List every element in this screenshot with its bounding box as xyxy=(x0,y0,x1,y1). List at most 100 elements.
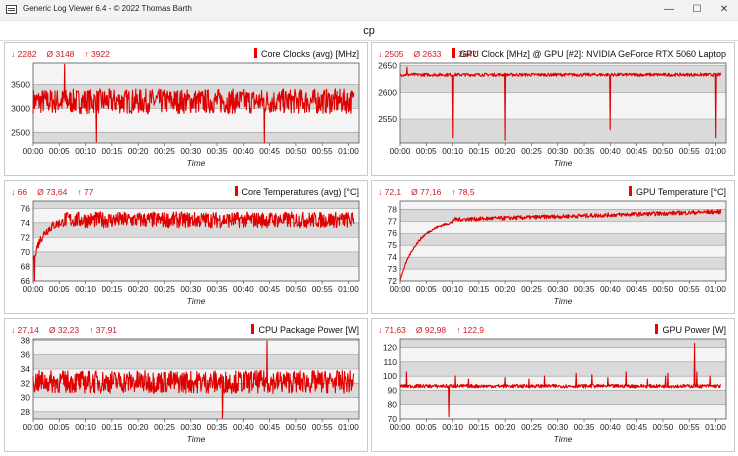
x-tick-label: 00:45 xyxy=(626,146,647,156)
plot-band xyxy=(33,411,359,419)
x-tick-label: 00:50 xyxy=(653,284,674,294)
x-tick-label: 00:30 xyxy=(180,284,201,294)
x-tick-label: 00:05 xyxy=(416,146,437,156)
chart-title-text: Core Temperatures (avg) [°C] xyxy=(241,187,359,197)
legend-swatch xyxy=(452,48,456,58)
x-tick-label: 00:40 xyxy=(600,422,621,432)
window-titlebar: Generic Log Viewer 6.4 - © 2022 Thomas B… xyxy=(0,0,738,21)
x-tick-label: 00:30 xyxy=(180,146,201,156)
chart-panel: ↓ 2282 Ø 3148 ↑ 3922 Core Clocks (avg) [MHz… xyxy=(4,42,368,176)
plot-frame xyxy=(32,200,360,282)
plot-band xyxy=(400,119,726,143)
y-tick-label: 2650 xyxy=(378,61,397,71)
y-tick-label: 76 xyxy=(388,228,398,238)
legend-swatch xyxy=(251,324,255,334)
stat-min: ↓ 2505 xyxy=(378,49,404,59)
y-tick-label: 66 xyxy=(21,276,31,286)
x-tick-label: 00:25 xyxy=(154,284,175,294)
plot-band xyxy=(400,221,726,234)
chart-title: Core Temperatures (avg) [°C] xyxy=(234,186,359,197)
x-axis-label: Time xyxy=(554,158,573,168)
plot-band xyxy=(33,340,359,355)
x-tick-label: 00:35 xyxy=(574,284,595,294)
plot-band xyxy=(33,397,359,412)
x-tick-label: 01:00 xyxy=(705,422,726,432)
window-title: Generic Log Viewer 6.4 - © 2022 Thomas B… xyxy=(23,4,192,13)
x-tick-label: 00:00 xyxy=(23,422,44,432)
x-tick-label: 00:05 xyxy=(416,422,437,432)
x-tick-label: 00:00 xyxy=(23,146,44,156)
plot-band xyxy=(33,201,359,209)
plot-band xyxy=(400,63,726,66)
plot-frame xyxy=(399,200,727,282)
close-button[interactable]: ✕ xyxy=(719,4,729,15)
x-tick-label: 00:40 xyxy=(600,146,621,156)
x-axis-label: Time xyxy=(187,434,206,444)
chart-title-text: CPU Package Power [W] xyxy=(258,325,359,335)
x-tick-label: 00:10 xyxy=(442,422,463,432)
stat-avg: Ø 92,98 xyxy=(415,325,447,335)
page-title: cp xyxy=(363,25,375,37)
plot-band xyxy=(400,390,726,405)
x-tick-label: 00:15 xyxy=(101,146,122,156)
chart-stats: ↓ 2282 Ø 3148 ↑ 3922 xyxy=(11,49,120,59)
x-tick-label: 00:00 xyxy=(390,422,411,432)
y-tick-label: 3500 xyxy=(11,80,30,90)
y-tick-label: 80 xyxy=(388,400,398,410)
legend-swatch xyxy=(629,186,633,196)
x-tick-label: 00:25 xyxy=(521,146,542,156)
chart-title: CPU Package Power [W] xyxy=(251,324,359,335)
chart-title: Core Clocks (avg) [MHz] xyxy=(253,48,359,59)
y-tick-label: 72 xyxy=(21,232,31,242)
x-tick-label: 00:30 xyxy=(180,422,201,432)
x-tick-label: 01:00 xyxy=(338,284,359,294)
chart-title-text: Core Clocks (avg) [MHz] xyxy=(260,49,359,59)
y-tick-label: 28 xyxy=(21,407,31,417)
plot-band xyxy=(33,132,359,143)
x-tick-label: 00:20 xyxy=(128,284,149,294)
x-tick-label: 00:55 xyxy=(679,422,700,432)
x-tick-label: 00:40 xyxy=(233,146,254,156)
chart-title-text: GPU Clock [MHz] @ GPU [#2]: NVIDIA GeFor… xyxy=(459,49,726,59)
plot-band xyxy=(400,376,726,391)
x-tick-label: 00:40 xyxy=(233,284,254,294)
legend-swatch xyxy=(234,186,238,196)
plot-band xyxy=(400,233,726,246)
y-tick-label: 72 xyxy=(388,276,398,286)
x-tick-label: 00:25 xyxy=(154,146,175,156)
plot-band xyxy=(400,347,726,362)
chart-panel: ↓ 2505 Ø 2633 ↑ 2647 GPU Clock [MHz] @ GPU … xyxy=(371,42,735,176)
plot-band xyxy=(400,245,726,258)
plot-band xyxy=(33,354,359,369)
chart-panel: ↓ 71,63 Ø 92,98 ↑ 122,9 GPU Power [W] 70 80 90… xyxy=(371,318,735,452)
x-tick-label: 00:50 xyxy=(653,146,674,156)
plot-band xyxy=(33,339,359,341)
x-tick-label: 00:25 xyxy=(521,284,542,294)
chart-stats: ↓ 71,63 Ø 92,98 ↑ 122,9 xyxy=(378,325,494,335)
y-tick-label: 73 xyxy=(388,264,398,274)
x-tick-label: 00:55 xyxy=(312,146,333,156)
x-tick-label: 00:50 xyxy=(286,146,307,156)
x-tick-label: 00:00 xyxy=(390,146,411,156)
x-tick-label: 00:05 xyxy=(49,284,70,294)
plot-band xyxy=(400,404,726,419)
line-chart: 28 30 32 34 36 38 00:00 00:05 00:10 00:15 00:20 00:… xyxy=(21,335,360,444)
x-tick-label: 00:45 xyxy=(259,422,280,432)
maximize-button[interactable]: ☐ xyxy=(692,4,702,15)
x-axis-label: Time xyxy=(187,296,206,306)
x-tick-label: 00:25 xyxy=(154,422,175,432)
x-tick-label: 00:00 xyxy=(23,284,44,294)
y-tick-label: 74 xyxy=(388,252,398,262)
x-tick-label: 00:05 xyxy=(49,146,70,156)
series-line xyxy=(32,340,355,419)
series-line xyxy=(399,209,722,281)
y-tick-label: 3000 xyxy=(11,104,30,114)
series-line xyxy=(32,63,355,144)
y-tick-label: 76 xyxy=(21,203,31,213)
y-tick-label: 77 xyxy=(388,216,398,226)
plot-frame xyxy=(399,338,727,420)
minimize-button[interactable]: — xyxy=(664,4,674,15)
x-tick-label: 00:15 xyxy=(468,284,489,294)
plot-frame xyxy=(399,62,727,144)
line-chart: 70 80 90 100 110 120 00:00 00:05 00:10 00:15 00:20… xyxy=(383,338,727,444)
